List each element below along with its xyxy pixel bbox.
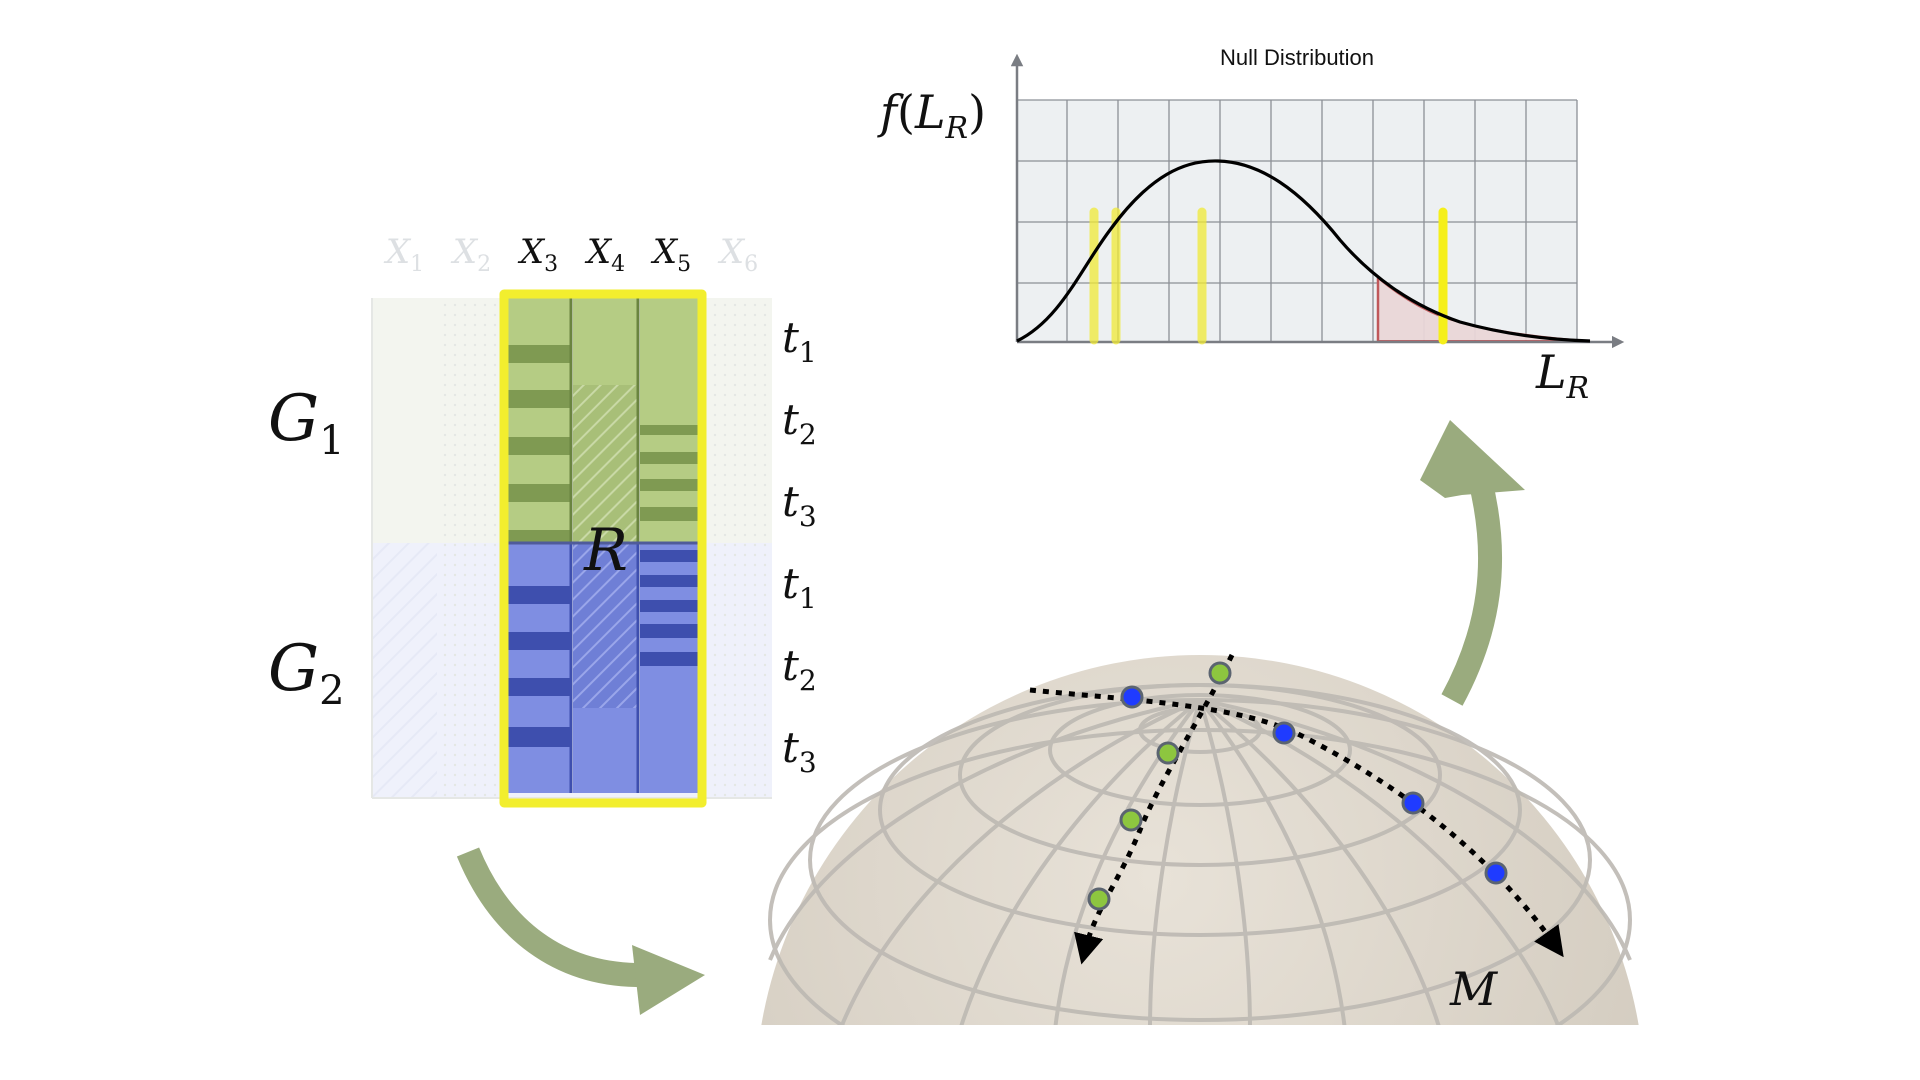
time-label-t1: t1 xyxy=(782,313,817,369)
column-x2-faint xyxy=(440,298,505,798)
null-distribution-chart: Null Distribution f(LR) LR xyxy=(877,45,1618,406)
flow-arrow-to-manifold-head xyxy=(632,945,705,1015)
group2-point xyxy=(1122,687,1142,707)
group-label-g1: G1 xyxy=(268,382,345,464)
group2-point xyxy=(1486,863,1506,883)
column-header-x3: X3 xyxy=(517,232,558,277)
column-x1-faint xyxy=(372,543,437,798)
x-axis-label: LR xyxy=(1535,345,1589,406)
selected-region-r: R xyxy=(504,294,702,803)
group1-point xyxy=(1121,810,1141,830)
column-header-x4: X4 xyxy=(584,232,625,277)
column-headers: X1 X2 X3 X4 X5 X6 xyxy=(383,232,758,277)
time-label-t3: t3 xyxy=(782,723,817,779)
time-label-t2: t2 xyxy=(782,395,817,451)
group1-point xyxy=(1158,743,1178,763)
column-header-x6: X6 xyxy=(717,232,758,277)
time-label-t1: t1 xyxy=(782,559,817,615)
group-label-g2: G2 xyxy=(268,632,345,714)
data-matrix: R X1 X2 X3 X4 X5 X6 G1 G2 t1 t2 t3 t1 t2… xyxy=(268,232,817,803)
x3-group1-cell xyxy=(508,298,570,543)
column-header-x2: X2 xyxy=(450,232,491,277)
manifold-label: M xyxy=(1449,962,1499,1016)
y-axis-label: f(LR) xyxy=(877,85,986,146)
column-header-x1: X1 xyxy=(383,232,424,277)
group2-point xyxy=(1274,723,1294,743)
flow-arrow-to-manifold xyxy=(468,852,640,975)
x5-group1-cell xyxy=(640,298,698,543)
x3-group2-cell xyxy=(508,543,570,793)
flow-arrow-to-distribution-head xyxy=(1420,420,1525,498)
time-label-t3: t3 xyxy=(782,477,817,533)
time-label-t2: t2 xyxy=(782,641,817,697)
flow-arrow-to-distribution xyxy=(1452,480,1490,700)
chart-plot-area xyxy=(1017,100,1577,342)
region-label: R xyxy=(583,516,628,584)
column-header-x5: X5 xyxy=(650,232,691,277)
column-x6-faint xyxy=(705,298,772,798)
group2-point xyxy=(1403,793,1423,813)
group1-point xyxy=(1210,663,1230,683)
time-labels: t1 t2 t3 t1 t2 t3 xyxy=(782,313,817,779)
manifold-sphere: M xyxy=(755,655,1645,1080)
group1-point xyxy=(1089,889,1109,909)
chart-title: Null Distribution xyxy=(1220,45,1374,70)
